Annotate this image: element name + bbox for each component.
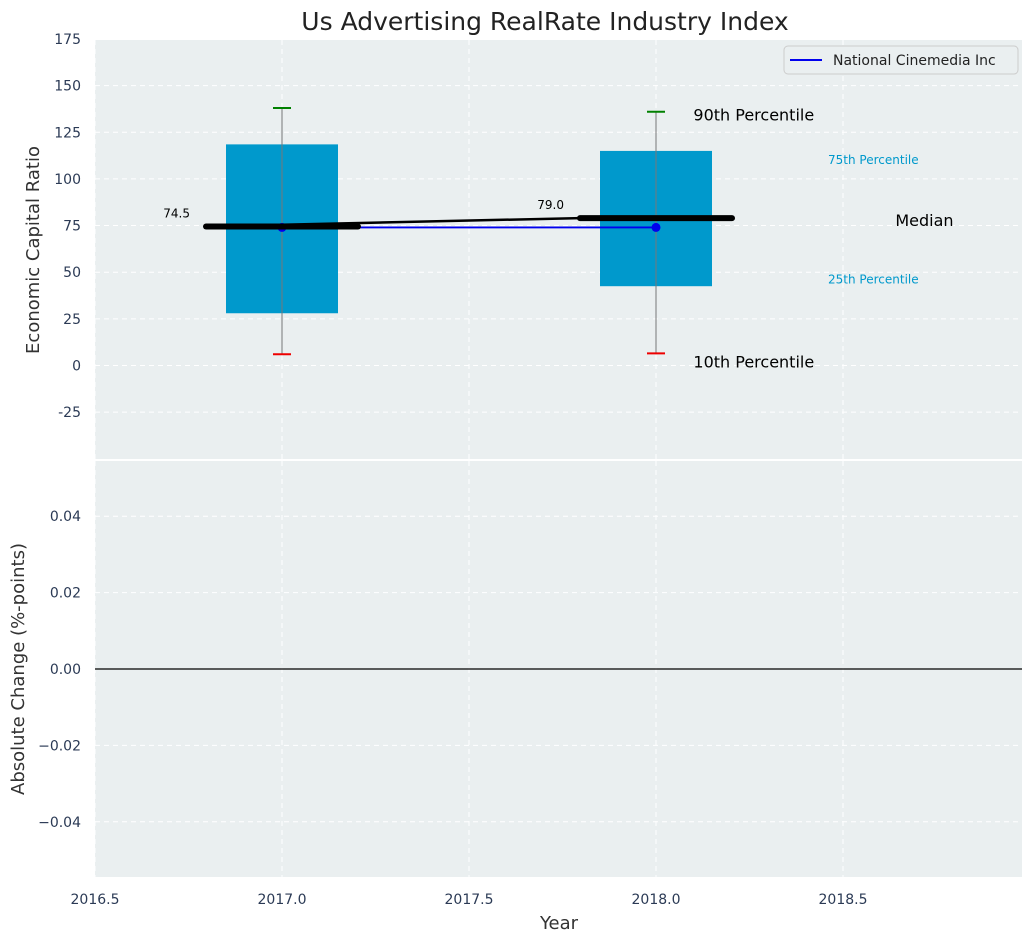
- y-tick-label: −0.02: [38, 738, 81, 754]
- company-series-point: [651, 222, 661, 232]
- median-value-label: 79.0: [537, 198, 564, 212]
- x-tick-label: 2016.5: [71, 892, 120, 908]
- x-tick-label: 2017.5: [445, 892, 494, 908]
- annotation-75th-percentile: 75th Percentile: [828, 153, 919, 167]
- tick-labels: -25 0 25 50 75 100 125 150 175 −0.04 −0.02 0.00 0.02…: [38, 32, 867, 908]
- annotation-10th-percentile: 10th Percentile: [693, 352, 814, 371]
- annotation-25th-percentile: 25th Percentile: [828, 273, 919, 287]
- legend-entry: National Cinemedia Inc: [833, 53, 996, 69]
- y-tick-label: -25: [58, 405, 81, 421]
- y-tick-label: 0.04: [50, 509, 81, 525]
- x-tick-label: 2017.0: [258, 892, 307, 908]
- y-tick-label: −0.04: [38, 815, 81, 831]
- median-value-label: 74.5: [163, 206, 190, 220]
- median-trend-line: [205, 216, 581, 228]
- y-tick-label: 100: [54, 172, 81, 188]
- y-tick-label: 150: [54, 79, 81, 95]
- y-tick-label: 0.00: [50, 662, 81, 678]
- y-tick-label: 0.02: [50, 586, 81, 602]
- x-axis-label: Year: [539, 913, 579, 934]
- bottom-y-axis-label: Absolute Change (%-points): [8, 543, 29, 795]
- y-tick-label: 50: [63, 265, 81, 281]
- x-tick-label: 2018.0: [632, 892, 681, 908]
- y-tick-label: 125: [54, 125, 81, 141]
- legend-frame: [783, 45, 1019, 75]
- y-tick-label: 175: [54, 32, 81, 48]
- top-y-axis-label: Economic Capital Ratio: [23, 146, 44, 354]
- chart-title: Us Advertising RealRate Industry Index: [301, 7, 788, 36]
- annotation-90th-percentile: 90th Percentile: [693, 106, 814, 125]
- legend: National Cinemedia Inc: [783, 45, 1019, 75]
- y-tick-label: 75: [63, 219, 81, 235]
- x-tick-label: 2018.5: [819, 892, 868, 908]
- y-tick-label: 25: [63, 312, 81, 328]
- chart-marks: 74.5 79.0: [95, 106, 1022, 670]
- y-tick-label: 0: [72, 359, 81, 375]
- annotation-median: Median: [895, 211, 953, 230]
